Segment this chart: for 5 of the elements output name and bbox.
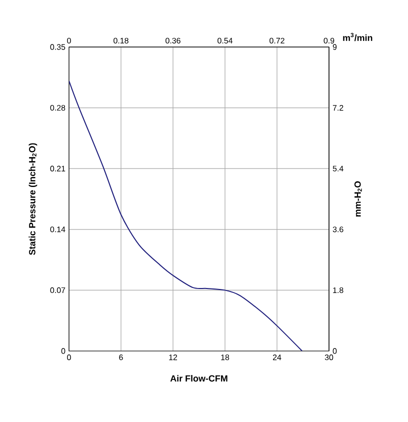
x2-axis-title: m$^{3}$/min [343, 32, 372, 42]
line-series [69, 80, 303, 351]
x-axis-title: Air Flow-CFM [170, 375, 228, 382]
y-axis-title: Static Pressure (Inch-H$_{2}$O) [28, 143, 38, 255]
y2-axis-title: mm-H$_{2}$O [354, 181, 362, 217]
